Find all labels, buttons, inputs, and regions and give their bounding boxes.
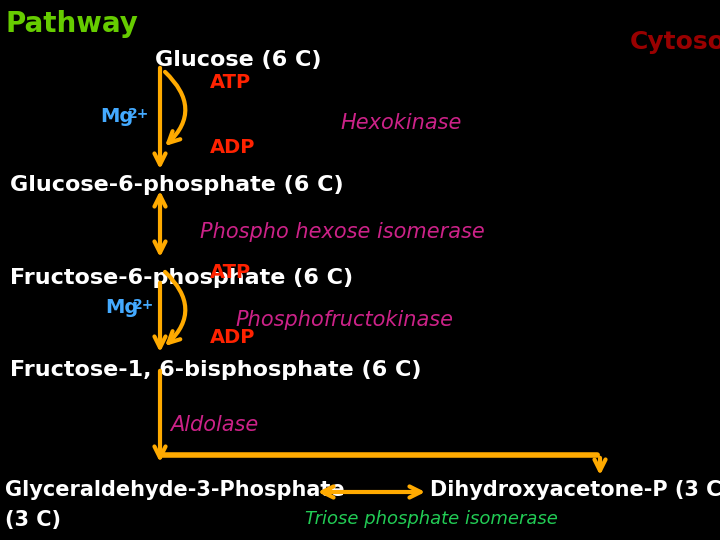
Text: ATP: ATP — [210, 73, 251, 92]
Text: Fructose-1, 6-bisphosphate (6 C): Fructose-1, 6-bisphosphate (6 C) — [10, 360, 421, 380]
Text: ADP: ADP — [210, 328, 256, 347]
Text: Aldolase: Aldolase — [170, 415, 258, 435]
Text: Mg: Mg — [105, 298, 138, 317]
Text: (3 C): (3 C) — [5, 510, 61, 530]
Text: 2+: 2+ — [128, 107, 149, 121]
Text: 2+: 2+ — [133, 298, 154, 312]
Text: Pathway: Pathway — [5, 10, 138, 38]
Text: Phosphofructokinase: Phosphofructokinase — [235, 310, 453, 330]
Text: Dihydroxyacetone-P (3 C): Dihydroxyacetone-P (3 C) — [430, 480, 720, 500]
Text: ATP: ATP — [210, 263, 251, 282]
Text: Cytosol: Cytosol — [630, 30, 720, 54]
Text: Mg: Mg — [100, 107, 133, 126]
Text: Hexokinase: Hexokinase — [340, 113, 462, 133]
Text: Triose phosphate isomerase: Triose phosphate isomerase — [305, 510, 558, 528]
Text: Glyceraldehyde-3-Phosphate: Glyceraldehyde-3-Phosphate — [5, 480, 345, 500]
Text: Phospho hexose isomerase: Phospho hexose isomerase — [200, 222, 485, 242]
Text: Glucose-6-phosphate (6 C): Glucose-6-phosphate (6 C) — [10, 175, 343, 195]
Text: ADP: ADP — [210, 138, 256, 157]
Text: Glucose (6 C): Glucose (6 C) — [155, 50, 322, 70]
Text: Fructose-6-phosphate (6 C): Fructose-6-phosphate (6 C) — [10, 268, 353, 288]
